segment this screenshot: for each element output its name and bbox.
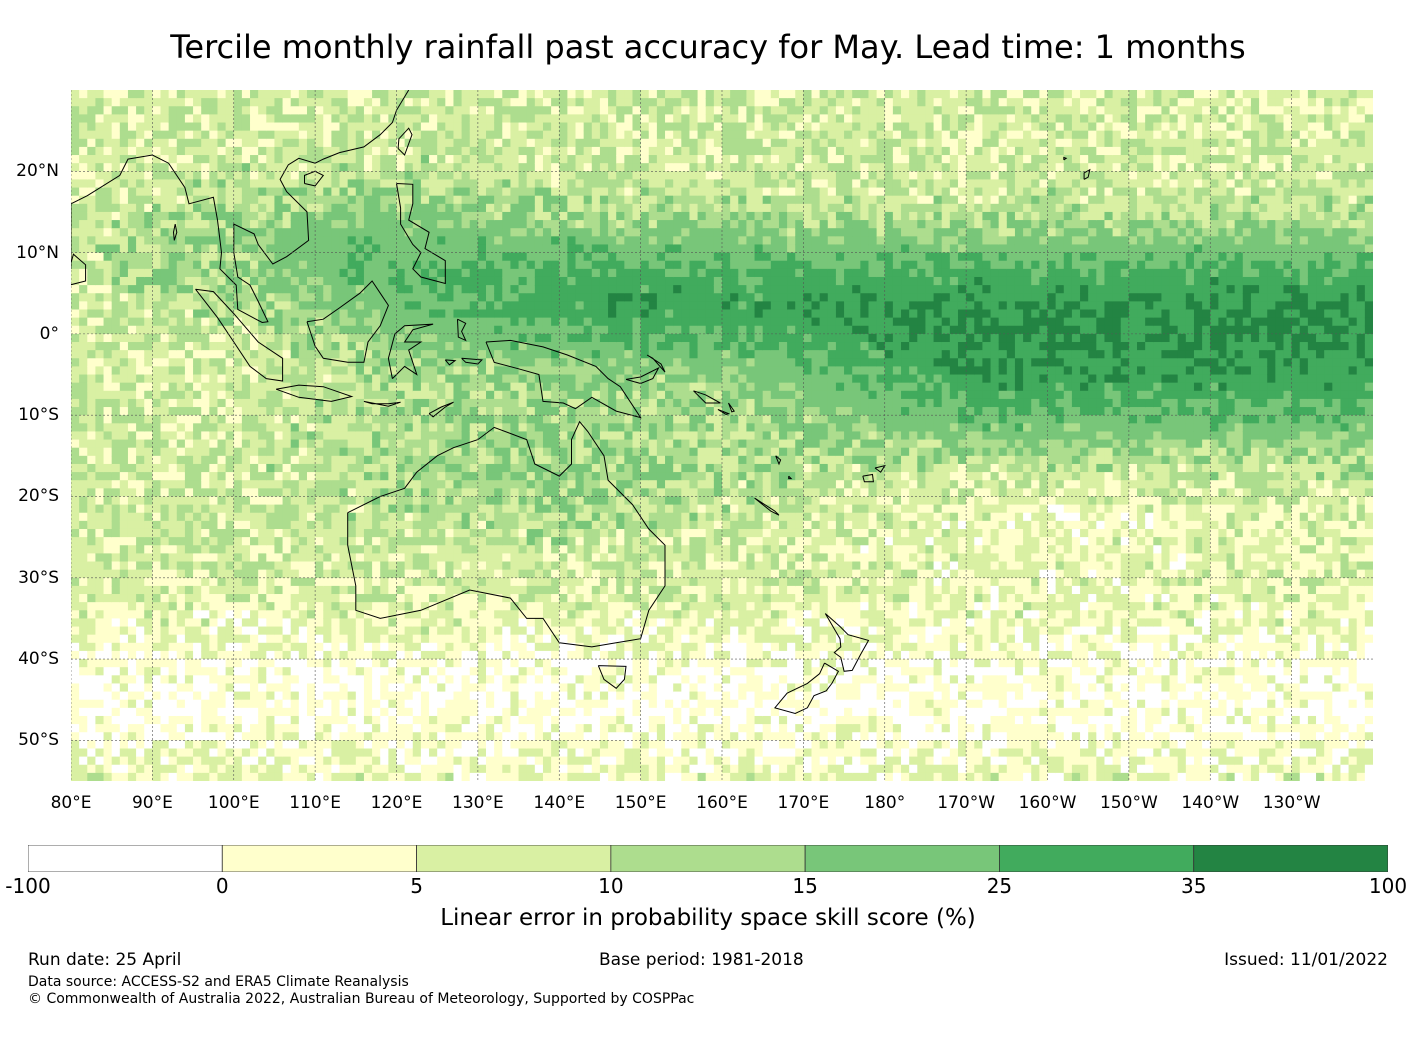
longitude-label: 120°E [370, 793, 423, 813]
coastline [788, 475, 793, 480]
colorbar-segment [610, 845, 806, 872]
coastline [397, 127, 413, 156]
coastline [461, 357, 484, 365]
coastline [396, 183, 446, 285]
coastline [1063, 156, 1068, 161]
coastline [71, 253, 87, 286]
coastline [824, 613, 870, 672]
colorbar-segment [999, 845, 1195, 872]
coastline [363, 400, 401, 407]
map-title: Tercile monthly rainfall past accuracy f… [170, 28, 1246, 66]
coastline [1083, 168, 1091, 180]
longitude-label: 90°E [131, 793, 173, 813]
coastline [862, 473, 874, 483]
coastline [306, 280, 389, 363]
colorbar-segment [1193, 845, 1388, 872]
skill-raster [71, 90, 1373, 781]
coastline [444, 359, 457, 366]
latitude-label: 10°N [16, 242, 59, 263]
longitude-label: 130°W [1262, 793, 1321, 813]
latitude-label: 10°S [18, 405, 59, 426]
colorbar-tick-label: 25 [986, 874, 1013, 898]
coastline [485, 339, 642, 419]
coastline [728, 402, 735, 413]
longitude-label: 150°W [1099, 793, 1158, 813]
latitude-label: 20°N [16, 161, 59, 182]
longitude-label: 150°E [614, 793, 667, 813]
colorbar-label: Linear error in probability space skill … [440, 905, 976, 931]
coastline [347, 420, 666, 648]
base-period: Base period: 1981-2018 [599, 950, 804, 970]
coastline [387, 323, 434, 379]
coastline [774, 662, 840, 715]
coastline [625, 366, 660, 385]
colorbar-tick-label: 35 [1180, 874, 1207, 898]
coastline [71, 90, 410, 324]
colorbar-tick-label: 10 [598, 874, 624, 898]
coastline [275, 384, 354, 402]
latitude-label: 0° [39, 323, 59, 344]
longitude-label: 130°E [452, 793, 504, 813]
colorbar-tick-label: -100 [5, 874, 51, 898]
longitude-label: 80°E [50, 793, 92, 813]
latitude-label: 30°S [18, 567, 59, 588]
longitude-label: 160°E [696, 793, 748, 813]
skill-score-map [71, 90, 1373, 781]
coastline [304, 170, 325, 187]
issued-date: Issued: 11/01/2022 [1224, 950, 1388, 970]
colorbar-segment [221, 845, 417, 872]
longitude-label: 180° [864, 793, 906, 813]
longitude-label: 140°E [533, 793, 586, 813]
longitude-label: 110°E [289, 793, 341, 813]
longitude-label: 100°E [207, 793, 260, 813]
colorbar-segment [804, 845, 1000, 872]
latitude-label: 50°S [18, 730, 59, 751]
colorbar-tick-label: 15 [792, 874, 818, 898]
data-source: Data source: ACCESS-S2 and ERA5 Climate … [28, 974, 409, 990]
run-date: Run date: 25 April [28, 950, 182, 970]
colorbar-tick-label: 100 [1368, 874, 1408, 898]
latitude-label: 20°S [18, 486, 59, 507]
coastline [775, 455, 782, 466]
coastline [597, 665, 627, 689]
colorbar-segment [28, 845, 223, 872]
longitude-label: 160°W [1018, 793, 1077, 813]
gridlines [71, 90, 1373, 781]
colorbar-tick-label: 0 [215, 874, 229, 898]
copyright: © Commonwealth of Australia 2022, Austra… [28, 991, 695, 1007]
coastline [874, 464, 886, 473]
longitude-label: 170°W [937, 793, 996, 813]
coastline [754, 497, 780, 516]
colorbar-segment [416, 845, 612, 872]
coastline [646, 354, 666, 373]
latitude-label: 40°S [18, 649, 59, 670]
coastline [693, 390, 721, 404]
colorbar [28, 845, 1388, 872]
coastline [457, 318, 467, 342]
longitude-label: 140°W [1181, 793, 1240, 813]
coastline [428, 401, 454, 418]
longitude-label: 170°E [777, 793, 830, 813]
coastline [172, 223, 178, 241]
colorbar-tick-label: 5 [410, 874, 423, 898]
